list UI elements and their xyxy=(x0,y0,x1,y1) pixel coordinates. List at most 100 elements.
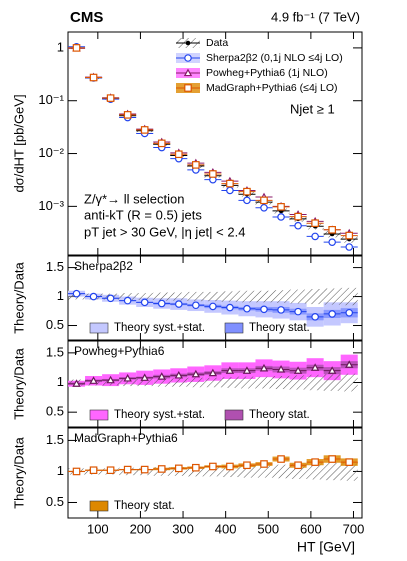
chart-title: CMS xyxy=(70,9,103,26)
marker xyxy=(106,294,115,303)
marker xyxy=(157,299,166,308)
legend-label: MadGraph+Pythia6 (≤4j LO) xyxy=(206,82,338,94)
marker xyxy=(174,370,184,379)
legend-swatch xyxy=(89,322,109,334)
chart-subtitle: 4.9 fb⁻¹ (7 TeV) xyxy=(271,9,360,24)
annotation: Njet ≥ 1 xyxy=(290,101,335,116)
marker xyxy=(174,300,183,308)
y-tick-label: 0.5 xyxy=(46,317,64,332)
y-tick-label: 1 xyxy=(57,374,64,389)
data-band xyxy=(238,290,256,303)
marker xyxy=(328,225,336,234)
marker xyxy=(328,310,336,318)
x-tick-label: 100 xyxy=(87,521,109,536)
data-band xyxy=(153,292,171,301)
marker xyxy=(345,243,354,251)
marker xyxy=(226,179,234,188)
marker xyxy=(72,44,81,52)
marker xyxy=(183,68,193,77)
x-tick-label: 700 xyxy=(343,521,365,536)
data-band xyxy=(323,462,341,481)
marker xyxy=(174,464,183,473)
marker xyxy=(277,203,285,211)
data-band xyxy=(340,287,358,306)
data-band xyxy=(119,293,137,301)
marker xyxy=(106,375,115,384)
data-band xyxy=(272,464,290,479)
marker xyxy=(242,366,252,374)
marker xyxy=(277,455,285,463)
y-axis-label: Theory/Data xyxy=(11,436,26,508)
legend-swatch xyxy=(89,409,109,421)
marker xyxy=(157,465,166,473)
marker xyxy=(243,461,251,470)
data-band xyxy=(119,378,137,387)
marker xyxy=(226,462,234,471)
marker xyxy=(345,231,354,240)
data-band xyxy=(170,378,188,387)
legend-label: Theory stat. xyxy=(249,409,310,421)
marker xyxy=(140,298,149,307)
marker xyxy=(277,213,285,221)
legend-label: Sherpa2β2 (0,1j NLO ≤4j LO) xyxy=(206,52,343,64)
y-axis-label: Theory/Data xyxy=(11,261,26,333)
marker xyxy=(345,458,354,466)
data-band xyxy=(272,375,290,390)
marker xyxy=(208,368,218,377)
data-band xyxy=(306,374,324,391)
data-band xyxy=(306,463,324,480)
data-band xyxy=(238,376,256,389)
marker xyxy=(294,307,302,316)
marker xyxy=(226,303,234,312)
marker xyxy=(209,462,217,471)
marker xyxy=(243,196,251,205)
marker xyxy=(311,313,319,321)
x-axis-label: HT [GeV] xyxy=(297,539,355,555)
data-band xyxy=(272,290,290,303)
marker xyxy=(89,376,98,384)
legend-label: Theory syst.+stat. xyxy=(114,409,205,421)
marker xyxy=(72,379,81,387)
marker xyxy=(328,238,336,246)
marker xyxy=(140,126,149,134)
marker xyxy=(140,465,149,474)
legend-label: Theory syst.+stat. xyxy=(114,322,205,334)
marker xyxy=(293,366,303,374)
data-band xyxy=(323,374,341,391)
y-tick-label: 1 xyxy=(57,39,64,54)
annotation: Z/γ*→ ll selection xyxy=(84,191,184,206)
data-band xyxy=(323,288,341,305)
marker xyxy=(243,304,251,313)
marker xyxy=(140,373,149,381)
data-band xyxy=(153,378,171,387)
legend-swatch xyxy=(224,409,244,421)
marker xyxy=(260,196,268,205)
marker xyxy=(89,73,98,82)
marker xyxy=(260,203,268,212)
marker xyxy=(192,161,200,169)
data-band xyxy=(255,465,273,478)
panel-label: MadGraph+Pythia6 xyxy=(74,431,178,445)
data-band xyxy=(170,292,188,301)
legend-label: Data xyxy=(206,37,228,49)
marker xyxy=(72,289,81,298)
marker xyxy=(243,187,251,196)
data-band xyxy=(204,466,222,477)
y-axis-label: Theory/Data xyxy=(11,347,26,419)
y-tick-label: 1.5 xyxy=(46,259,64,274)
marker xyxy=(123,465,132,474)
x-tick-label: 300 xyxy=(172,521,194,536)
y-axis-label: dσ/dHT [pb/GeV] xyxy=(11,94,26,192)
x-tick-label: 600 xyxy=(300,521,322,536)
y-tick-label: 10⁻³ xyxy=(38,198,64,213)
marker xyxy=(157,139,166,148)
annotation: pT jet > 30 GeV, |η jet| < 2.4 xyxy=(84,224,245,239)
legend-swatch xyxy=(224,322,244,334)
marker xyxy=(184,84,192,92)
marker xyxy=(157,372,166,380)
plot-frame xyxy=(67,31,363,256)
y-tick-label: 0.5 xyxy=(46,404,64,419)
marker xyxy=(185,40,191,46)
data-band xyxy=(289,289,307,304)
